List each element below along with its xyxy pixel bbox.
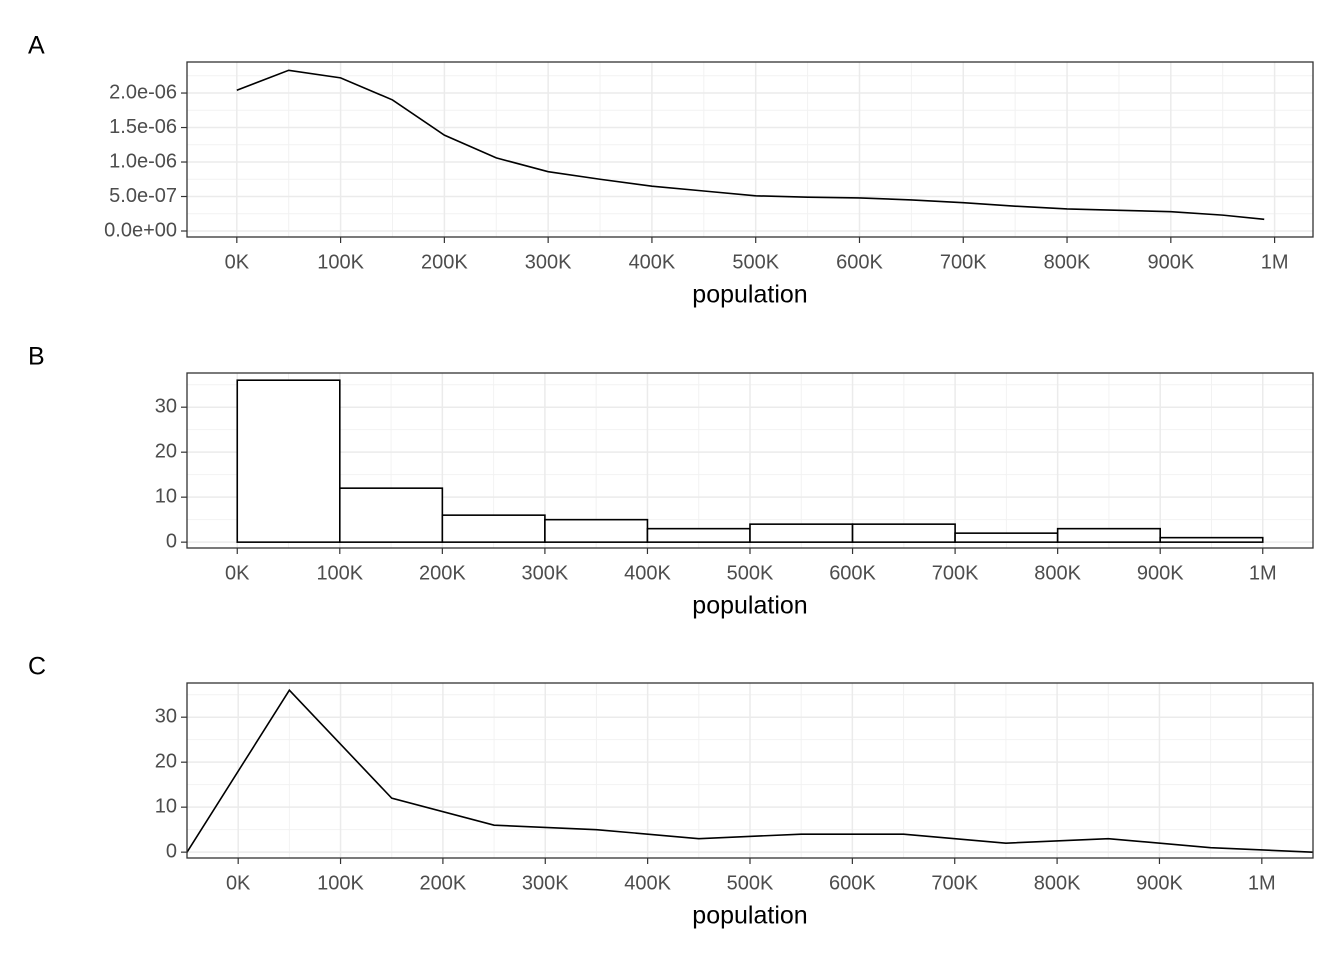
x-tick-label: 300K [522, 562, 569, 584]
x-tick-label: 700K [940, 251, 987, 273]
x-tick-label: 1M [1248, 872, 1276, 894]
y-tick-label: 1.5e-06 [109, 116, 177, 138]
x-tick-label: 0K [225, 562, 250, 584]
x-tick-label: 600K [829, 872, 876, 894]
histogram-bar [954, 532, 1059, 543]
x-tick-label: 300K [522, 872, 569, 894]
y-tick-label: 20 [155, 440, 177, 462]
histogram-bar [646, 527, 751, 543]
panel-label: C [28, 653, 46, 681]
x-tick-label: 100K [317, 251, 364, 273]
y-tick-label: 30 [155, 395, 177, 417]
histogram-bar [1056, 527, 1162, 543]
x-axis-title: population [692, 902, 807, 930]
y-tick-label: 5.0e-07 [109, 185, 177, 207]
x-tick-label: 400K [624, 562, 671, 584]
panel-label: A [28, 32, 45, 60]
x-tick-label: 900K [1136, 872, 1183, 894]
x-tick-label: 500K [732, 251, 779, 273]
histogram-bar [851, 523, 956, 543]
y-tick-label: 0 [166, 840, 177, 862]
y-tick-label: 2.0e-06 [109, 81, 177, 103]
y-tick-label: 1.0e-06 [109, 150, 177, 172]
x-axis-title: population [692, 592, 807, 620]
x-tick-label: 800K [1034, 872, 1081, 894]
x-tick-label: 0K [226, 872, 251, 894]
x-tick-label: 1M [1261, 251, 1289, 273]
x-tick-label: 900K [1147, 251, 1194, 273]
x-tick-label: 900K [1137, 562, 1184, 584]
x-tick-label: 100K [317, 872, 364, 894]
x-tick-label: 600K [836, 251, 883, 273]
histogram-bar [236, 379, 341, 543]
y-tick-label: 20 [155, 750, 177, 772]
panel-label: B [28, 343, 45, 371]
y-tick-label: 10 [155, 795, 177, 817]
panel-border [186, 682, 1314, 859]
x-tick-label: 500K [727, 562, 774, 584]
line [186, 688, 1314, 853]
x-tick-label: 700K [931, 872, 978, 894]
x-tick-label: 800K [1034, 562, 1081, 584]
x-tick-label: 700K [932, 562, 979, 584]
x-tick-label: 600K [829, 562, 876, 584]
histogram-bar [338, 487, 444, 543]
x-tick-label: 0K [225, 251, 250, 273]
x-tick-label: 400K [624, 872, 671, 894]
histogram-bar [749, 523, 854, 543]
x-tick-label: 300K [525, 251, 572, 273]
x-tick-label: 500K [727, 872, 774, 894]
x-tick-label: 100K [316, 562, 363, 584]
histogram-bar [441, 514, 546, 543]
histogram-bar [544, 518, 649, 543]
x-axis-title: population [692, 281, 807, 309]
y-tick-label: 0 [166, 530, 177, 552]
panel-border [186, 61, 1314, 238]
x-tick-label: 800K [1044, 251, 1091, 273]
x-tick-label: 200K [421, 251, 468, 273]
x-tick-label: 1M [1249, 562, 1277, 584]
x-tick-label: 200K [420, 872, 467, 894]
panel-border [186, 372, 1314, 549]
y-tick-label: 30 [155, 705, 177, 727]
y-tick-label: 10 [155, 485, 177, 507]
line [236, 69, 1265, 221]
x-tick-label: 400K [629, 251, 676, 273]
x-tick-label: 200K [419, 562, 466, 584]
y-tick-label: 0.0e+00 [104, 219, 177, 241]
histogram-bar [1159, 536, 1264, 543]
